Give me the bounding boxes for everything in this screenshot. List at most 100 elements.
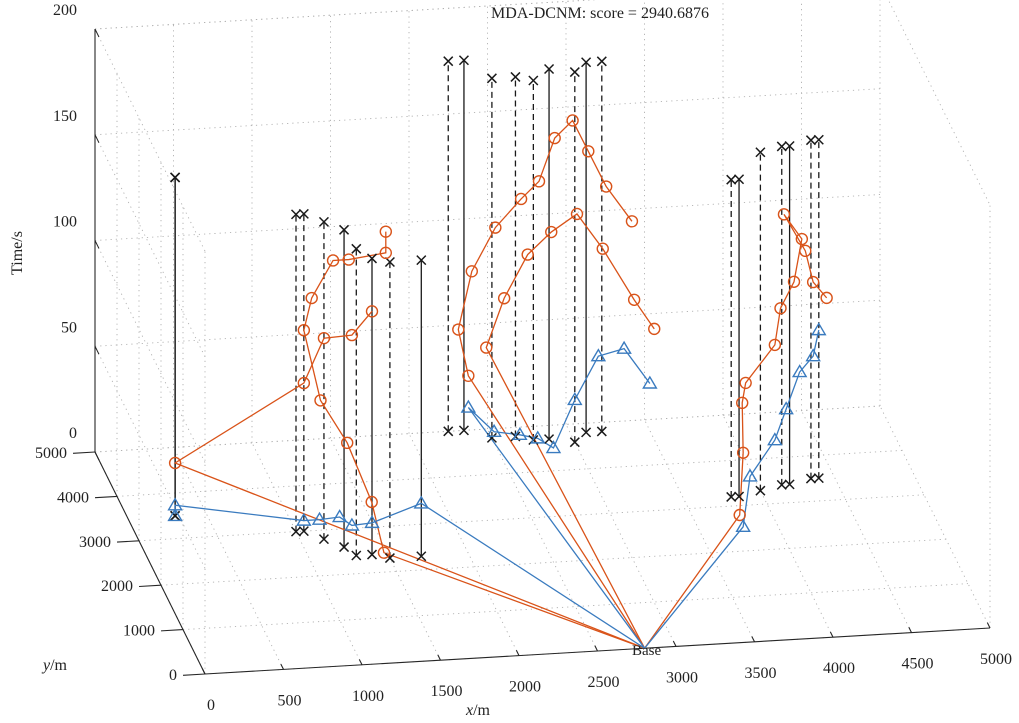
departure-triangle-marker <box>364 514 380 529</box>
departure-triangle-marker <box>616 340 632 354</box>
x-marker-stroke <box>581 57 592 68</box>
x-marker-stroke <box>384 553 395 564</box>
x-tick <box>829 631 834 638</box>
time-window-lines <box>174 60 820 559</box>
y-axis-label: y/m <box>41 657 68 674</box>
chart-title: MDA-DCNM: score = 2940.6876 <box>491 5 709 22</box>
arrival-circle-marker <box>739 376 752 390</box>
departure-triangle-marker <box>311 511 328 525</box>
x-tick-label: 3000 <box>666 669 698 686</box>
x-marker-stroke <box>755 485 766 496</box>
departure-triangle-marker <box>791 364 808 378</box>
time-window-end-marker <box>416 255 427 266</box>
x-marker-stroke <box>596 56 607 67</box>
x-tick-label: 0 <box>207 697 215 714</box>
z-tick <box>94 28 100 38</box>
arrival-circle-marker <box>168 456 182 470</box>
x-tick <box>751 636 755 643</box>
time-window-end-marker <box>569 67 580 78</box>
z-tick <box>94 451 100 461</box>
arrival-circle-marker <box>326 254 340 267</box>
arrival-circle-marker <box>627 293 641 306</box>
z-tick <box>94 240 100 249</box>
time-window-end-marker <box>805 135 816 146</box>
x-tick-label: 1500 <box>431 683 463 700</box>
arrival-circle-marker <box>379 225 392 238</box>
time-window-start-marker <box>726 491 737 502</box>
arrival-circle-marker <box>545 225 558 239</box>
x-tick <box>437 654 441 661</box>
route-paths <box>173 119 828 649</box>
x-marker-stroke <box>443 56 454 67</box>
x-tick <box>594 645 598 652</box>
arrival-circle-marker <box>768 338 782 352</box>
arrival-circle-marker <box>314 394 327 407</box>
tick-labels: 0 500 1000 1500 2000 2500 3000 3500 4000 4500 5000… <box>35 2 1012 714</box>
departure-triangle-marker <box>331 509 348 523</box>
time-window-start-marker <box>776 479 787 490</box>
arrival-route <box>485 213 655 649</box>
grid-lines <box>94 0 991 675</box>
x-tick-label: 4000 <box>823 660 855 677</box>
x-marker-stroke <box>339 542 350 553</box>
arrival-circle-marker <box>462 369 475 383</box>
time-window-end-marker <box>581 57 592 68</box>
time-window-start-marker <box>544 434 555 445</box>
x-marker-stroke <box>805 135 816 146</box>
z-tick <box>94 134 100 143</box>
x-marker-stroke <box>784 140 795 152</box>
y-axis-label-var: y <box>41 657 51 674</box>
y-tick <box>182 673 206 676</box>
departure-triangle-marker <box>167 507 183 522</box>
departure-triangle-marker <box>530 430 546 444</box>
x-marker-stroke <box>416 551 427 562</box>
time-window-end-marker <box>298 208 309 219</box>
grid-line-floor-y <box>138 494 925 542</box>
x-tick-label: 5000 <box>980 651 1012 668</box>
arrival-circle-marker <box>521 248 534 261</box>
time-window-end-marker <box>384 256 395 268</box>
x-marker-stroke <box>298 208 309 219</box>
arrival-circle-marker <box>736 396 749 410</box>
x-marker-stroke <box>726 491 737 502</box>
grid-line-floor-y <box>116 449 903 497</box>
x-marker-stroke <box>458 55 469 66</box>
x-tick-label: 500 <box>278 692 302 709</box>
z-tick-label: 50 <box>61 319 77 336</box>
x-tick <box>358 659 363 666</box>
arrival-circle-marker <box>341 436 354 450</box>
time-window-end-marker <box>776 141 787 152</box>
arrival-circle-marker <box>582 145 595 158</box>
x-marker-stroke <box>544 434 555 445</box>
departure-triangle-marker <box>545 440 562 454</box>
departure-triangle-marker <box>735 518 751 533</box>
grid-line-floor-x <box>801 410 912 633</box>
time-window-start-marker <box>734 491 745 502</box>
arrival-circle-marker <box>345 328 359 342</box>
departure-triangle-marker <box>811 322 827 336</box>
arrival-circle-marker <box>532 175 546 188</box>
x-tick-label: 1000 <box>352 688 384 705</box>
x-tick <box>201 668 206 675</box>
arrival-circle-marker <box>342 253 355 266</box>
x-marker-stroke <box>290 209 302 220</box>
arrival-circle-marker <box>648 322 661 336</box>
x-marker-stroke <box>318 534 329 545</box>
x-tick-label: 4500 <box>902 656 934 673</box>
arrival-circle-marker <box>625 215 639 228</box>
time-window-start-marker <box>569 437 580 448</box>
departure-triangle-marker <box>344 517 360 531</box>
x-marker-stroke <box>384 256 395 268</box>
arrival-circle-marker <box>566 114 579 127</box>
y-tick-label: 2000 <box>101 578 133 595</box>
arrival-circle-marker <box>548 131 561 145</box>
x-marker-stroke <box>569 437 580 448</box>
x-marker-stroke <box>416 255 427 266</box>
z-tick-label: 150 <box>53 108 77 125</box>
grid-line-back-z <box>94 194 881 241</box>
departure-triangle-marker <box>512 426 528 441</box>
grid-line-back-z <box>94 88 881 136</box>
x-marker-stroke <box>458 425 469 436</box>
grid-line-floor-y <box>182 583 969 631</box>
x-marker-stroke <box>170 510 181 521</box>
